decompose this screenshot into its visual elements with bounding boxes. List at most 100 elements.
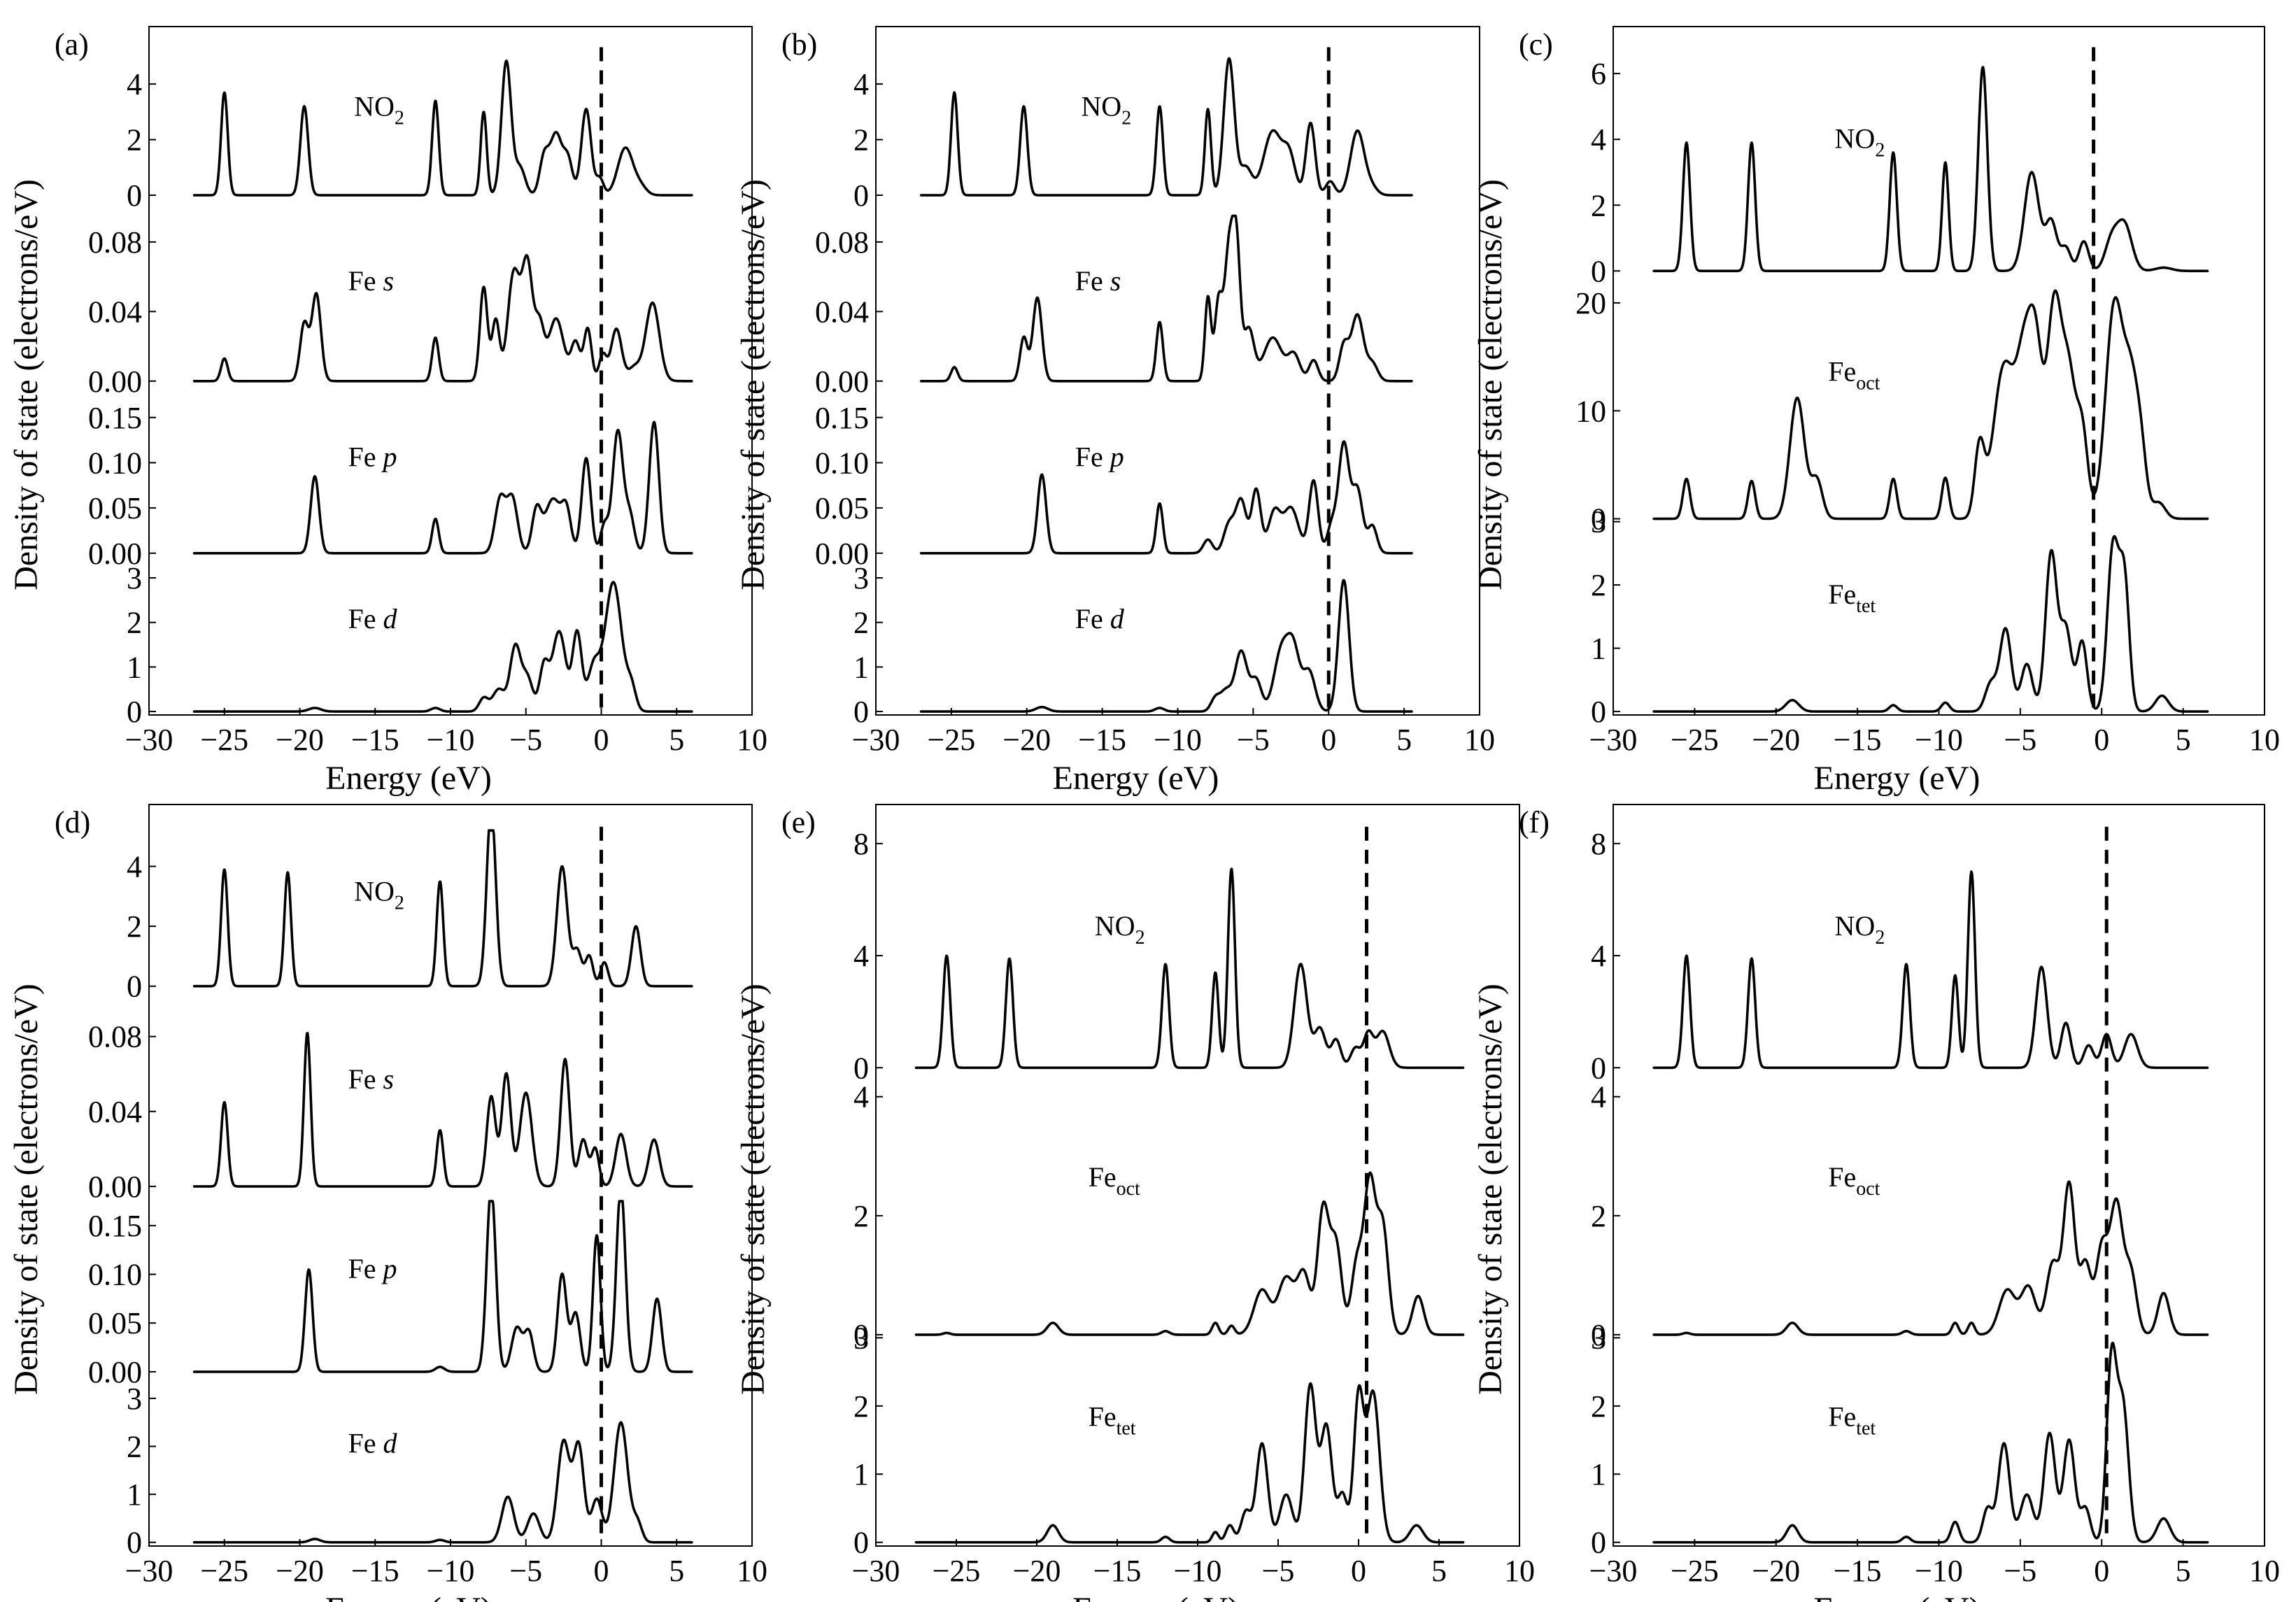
x-tick-label: 5 <box>1396 723 1412 757</box>
y-tick-label: 0.10 <box>815 446 869 480</box>
x-tick-label: 5 <box>669 723 684 757</box>
curve-label: Fe p <box>348 441 397 472</box>
x-tick-label: −5 <box>2004 1554 2036 1588</box>
y-tick-label: 0 <box>127 1526 142 1560</box>
panel-letter: (f) <box>1519 805 1550 839</box>
curve-label-orbital: s <box>1110 265 1121 297</box>
dos-curve <box>1652 534 2209 713</box>
y-tick-label: 2 <box>1591 188 1606 222</box>
y-tick-label: 0.04 <box>88 1095 142 1129</box>
x-tick-label: −10 <box>427 723 475 757</box>
x-tick-label: −10 <box>1915 1554 1963 1588</box>
y-tick-label: 0.00 <box>88 1170 142 1204</box>
curve-label-main: NO <box>354 875 395 907</box>
x-tick-label: 0 <box>1321 723 1336 757</box>
y-tick-label: 2 <box>1591 1389 1606 1424</box>
y-tick-label: 4 <box>1591 939 1606 973</box>
dos-curve <box>919 57 1413 197</box>
y-tick-label: 2 <box>127 909 142 944</box>
x-tick-label: 0 <box>2094 723 2109 757</box>
curve-label-main: Fe <box>348 1253 383 1284</box>
curve-label-orbital: s <box>383 1063 394 1095</box>
curve-label-main: NO <box>1095 910 1135 942</box>
y-axis-label: Density of state (electrons/eV) <box>735 984 772 1395</box>
y-tick-label: 8 <box>1591 827 1606 861</box>
y-tick-label: 1 <box>1591 632 1606 666</box>
y-tick-label: 20 <box>1575 286 1606 320</box>
y-tick-label: 1 <box>853 650 869 684</box>
subplot-fe-oct: 0 10 20 Feoct <box>1575 286 2209 537</box>
curve-label-main: Fe <box>348 265 383 297</box>
x-tick-label: −20 <box>1752 723 1800 757</box>
curve-label-orbital: p <box>381 1253 397 1284</box>
y-tick-label: 0.00 <box>815 537 869 571</box>
x-tick-label: 0 <box>2094 1554 2109 1588</box>
y-tick-label: 10 <box>1575 394 1606 428</box>
y-axis-label: Density of state (electrons/eV) <box>1472 984 1509 1395</box>
curve-label-orbital: d <box>1110 603 1125 635</box>
dos-curve <box>1652 66 2209 273</box>
y-tick-label: 0.04 <box>88 295 142 329</box>
dos-curve <box>192 1032 693 1188</box>
curve-label-main: Fe <box>1828 1401 1856 1433</box>
y-tick-label: 8 <box>853 827 869 861</box>
y-tick-label: 4 <box>1591 122 1606 157</box>
curve-label: Fe p <box>348 1253 397 1284</box>
dos-curve <box>192 829 693 988</box>
x-tick-label: −30 <box>1589 1554 1638 1588</box>
panel-letter: (b) <box>781 27 817 62</box>
curve-label-main: Fe <box>348 1427 383 1459</box>
y-tick-label: 4 <box>127 849 142 884</box>
curve-label: Fe s <box>348 265 394 297</box>
y-tick-label: 0 <box>1591 502 1606 537</box>
y-tick-label: 0 <box>127 970 142 1004</box>
x-tick-label: −15 <box>1078 723 1126 757</box>
x-tick-label: −20 <box>276 723 324 757</box>
curve-label-subscript: 2 <box>1875 927 1885 949</box>
panel-letter: (c) <box>1519 27 1553 62</box>
y-tick-label: 1 <box>1591 1457 1606 1491</box>
y-tick-label: 0.10 <box>88 446 142 480</box>
x-axis-label: Energy (eV) <box>325 1591 492 1602</box>
subplot-fe-tet: 0 1 2 3 Fetet <box>1591 1321 2209 1560</box>
y-tick-label: 0.08 <box>88 225 142 260</box>
x-tick-label: 10 <box>2249 1554 2280 1588</box>
curve-label-main: NO <box>1835 122 1876 154</box>
y-tick-label: 0.05 <box>88 1306 142 1340</box>
subplot-fe-d: 0 1 2 3 Fe d <box>127 561 693 729</box>
y-tick-label: 0.00 <box>88 1355 142 1389</box>
y-tick-label: 0.15 <box>815 401 869 435</box>
y-tick-label: 4 <box>853 67 869 101</box>
subplot-fe-oct: 0 2 4 Feoct <box>853 1080 1465 1352</box>
curve-label: NO2 <box>1081 90 1131 129</box>
subplot-no-: 0 4 8 NO2 <box>1591 827 2209 1085</box>
y-axis-label: Density of state (electrons/eV) <box>8 984 45 1395</box>
curve-label: Feoct <box>1828 1161 1880 1200</box>
x-tick-label: −30 <box>852 1554 900 1588</box>
y-tick-label: 2 <box>853 606 869 640</box>
x-tick-label: −30 <box>125 1554 173 1588</box>
x-tick-label: −25 <box>927 723 975 757</box>
curve-label-main: Fe <box>348 441 383 472</box>
y-tick-label: 0 <box>853 178 869 213</box>
dos-curve <box>192 1421 693 1544</box>
x-tick-label: 5 <box>1431 1554 1447 1588</box>
y-tick-label: 2 <box>127 606 142 640</box>
subplot-no-: 0 4 8 NO2 <box>853 827 1465 1085</box>
y-tick-label: 2 <box>853 123 869 157</box>
y-tick-label: 0 <box>1591 1051 1606 1085</box>
x-tick-label: 0 <box>594 723 609 757</box>
curve-label: NO2 <box>354 875 404 914</box>
curve-label: Fetet <box>1828 1401 1876 1440</box>
x-tick-label: 10 <box>737 723 767 757</box>
y-tick-label: 0.15 <box>88 1209 142 1243</box>
x-tick-label: −10 <box>427 1554 475 1588</box>
y-tick-label: 0 <box>1591 1318 1606 1352</box>
y-tick-label: 0 <box>1591 254 1606 288</box>
y-tick-label: 0.10 <box>88 1258 142 1292</box>
subplot-fe-d: 0 1 2 3 Fe d <box>853 561 1413 729</box>
